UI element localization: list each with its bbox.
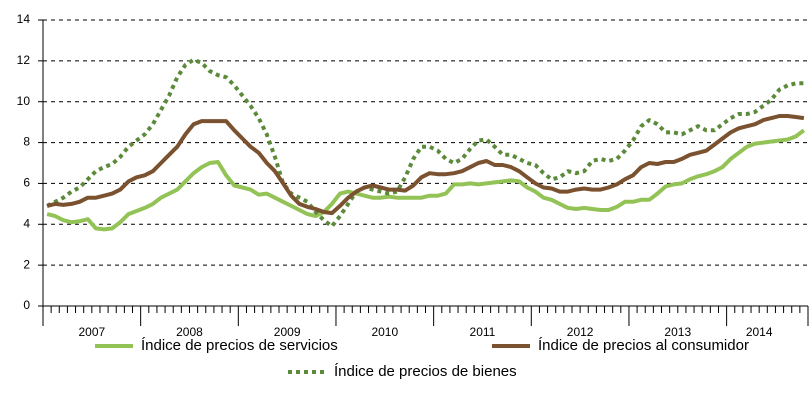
x-tick-label: 2010 — [371, 325, 398, 339]
series-line — [46, 57, 804, 229]
x-tick-label: 2011 — [470, 325, 496, 339]
y-tick-label: 8 — [23, 135, 30, 149]
y-tick-label: 6 — [23, 176, 30, 190]
x-tick-label: 2009 — [274, 325, 301, 339]
series-line — [46, 114, 805, 216]
y-tick-label: 4 — [23, 216, 30, 230]
x-tick-label: 2013 — [664, 325, 691, 339]
x-tick-label: 2008 — [176, 325, 203, 339]
x-tick-label: 2014 — [746, 325, 773, 339]
y-tick-label: 2 — [23, 257, 30, 271]
legend-label: Índice de precios de servicios — [141, 337, 338, 354]
series-line — [46, 128, 806, 232]
x-tick-label: 2007 — [78, 325, 105, 339]
y-tick-label: 0 — [23, 298, 30, 312]
x-tick-label: 2012 — [567, 325, 594, 339]
y-tick-label: 14 — [17, 12, 31, 26]
y-tick-label: 12 — [17, 53, 31, 67]
legend-label: Índice de precios al consumidor — [538, 337, 749, 354]
y-tick-label: 10 — [17, 94, 31, 108]
legend-label: Índice de precios de bienes — [334, 363, 517, 380]
